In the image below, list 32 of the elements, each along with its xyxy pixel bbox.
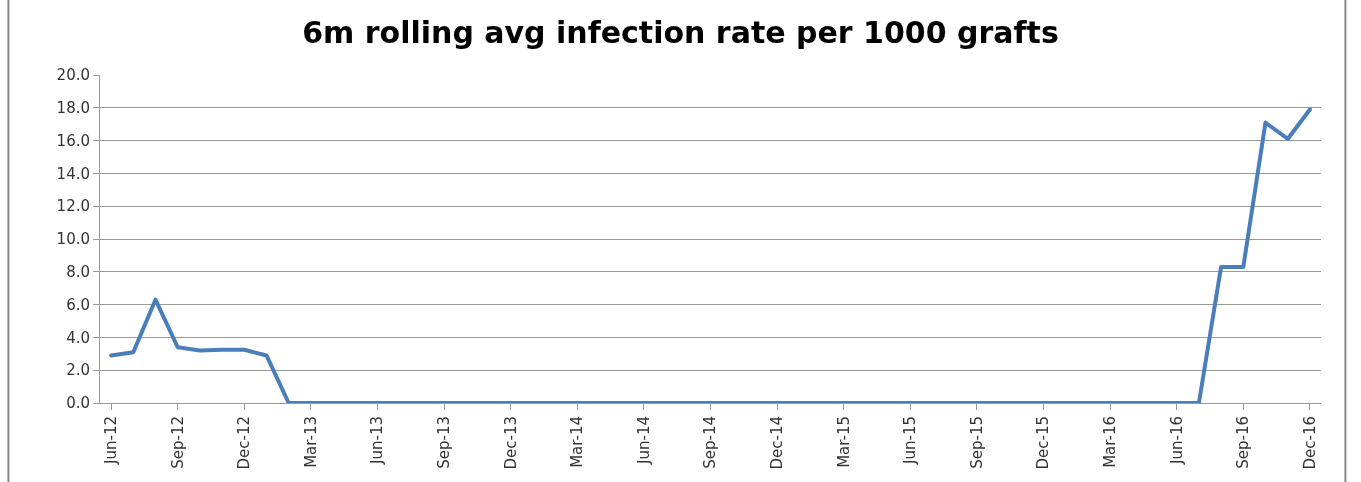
y-tick-label: 4.0: [66, 328, 90, 347]
x-tick-label: Dec-14: [767, 416, 786, 470]
y-tick-label: 14.0: [56, 164, 90, 183]
x-tick-label: Jun-12: [101, 416, 120, 465]
line-series: [109, 107, 1312, 403]
x-tick-label: Mar-16: [1100, 416, 1119, 468]
y-tick-label: 2.0: [66, 361, 90, 380]
x-tick-label: Dec-15: [1034, 416, 1053, 470]
x-tick-label: Mar-13: [301, 416, 320, 468]
x-tick-label: Mar-15: [834, 416, 853, 468]
y-tick-label: 8.0: [66, 263, 90, 282]
y-tick-label: 20.0: [56, 66, 90, 85]
x-tick-label: Sep-12: [168, 416, 187, 469]
x-tick-label: Mar-14: [568, 416, 587, 468]
x-tick-label: Jun-16: [1167, 416, 1186, 465]
y-tick-label: 6.0: [66, 295, 90, 314]
y-tick-label: 16.0: [56, 131, 90, 150]
x-tick-label: Dec-12: [235, 416, 254, 470]
x-tick-label: Dec-16: [1300, 416, 1319, 470]
x-tick-label: Jun-14: [634, 416, 653, 465]
x-tick-label: Jun-13: [368, 416, 387, 465]
x-tick-label: Sep-13: [434, 416, 453, 469]
x-tick-label: Sep-14: [701, 416, 720, 469]
x-tick-label: Jun-15: [901, 416, 920, 465]
x-tick-label: Sep-15: [967, 416, 986, 469]
y-tick-label: 18.0: [56, 99, 90, 118]
x-tick-label: Sep-16: [1234, 416, 1253, 469]
y-tick-label: 12.0: [56, 197, 90, 216]
y-tick-label: 10.0: [56, 230, 90, 249]
chart-title: 6m rolling avg infection rate per 1000 grafts: [302, 14, 1059, 50]
y-tick-label: 0.0: [66, 394, 90, 413]
x-tick-label: Dec-13: [501, 416, 520, 470]
